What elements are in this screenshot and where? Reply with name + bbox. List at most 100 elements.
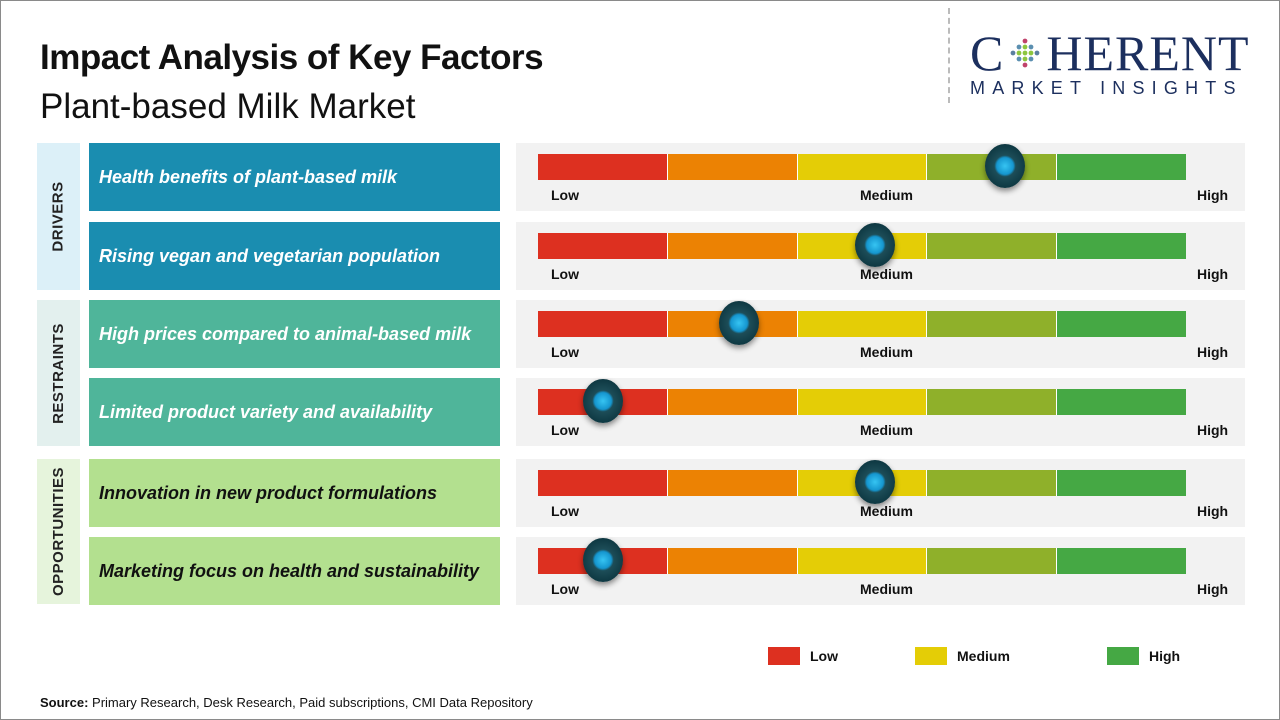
globe-dot (1022, 50, 1028, 56)
impact-marker (582, 538, 623, 582)
category-label: DRIVERS (50, 181, 67, 252)
legend-item: Low (768, 647, 838, 665)
gauge-segment (1057, 470, 1186, 496)
scale-label-high: High (1197, 503, 1229, 519)
impact-marker (582, 379, 623, 423)
page-subtitle: Plant-based Milk Market (40, 87, 416, 126)
factor-label: Innovation in new product formulations (89, 459, 500, 527)
category-restraints: RESTRAINTS (37, 300, 80, 446)
gauge-segment (927, 548, 1058, 574)
scale-label-high: High (1197, 266, 1229, 282)
globe-dot (1016, 50, 1022, 56)
gauge-segment (667, 154, 798, 180)
scale-label-low: Low (551, 503, 579, 519)
gauge-bar (538, 154, 1186, 180)
globe-dot (1016, 44, 1022, 50)
gauge-segment (667, 233, 798, 259)
gauge-segment (538, 233, 668, 259)
source-note: Source: Primary Research, Desk Research,… (40, 695, 533, 710)
category-drivers: DRIVERS (37, 143, 80, 290)
gauge-segment (1057, 233, 1186, 259)
source-text: Primary Research, Desk Research, Paid su… (88, 695, 533, 710)
legend-item: High (1107, 647, 1180, 665)
factor-label: Rising vegan and vegetarian population (89, 222, 500, 290)
legend-swatch (768, 647, 800, 665)
source-label: Source: (40, 695, 89, 710)
scale-label-high: High (1197, 422, 1229, 438)
gauge-segment (797, 311, 928, 337)
gauge-segment (1057, 311, 1186, 337)
globe-dot (1022, 62, 1028, 68)
scale-label-medium: Medium (860, 422, 913, 438)
gauge-segment (927, 311, 1058, 337)
globe-dot (1016, 56, 1022, 62)
gauge-segment (1057, 548, 1186, 574)
scale-label-medium: Medium (860, 503, 913, 519)
gauge-bar (538, 389, 1186, 415)
scale-label-medium: Medium (860, 266, 913, 282)
globe-dot (1022, 56, 1028, 62)
globe-dot (1022, 38, 1028, 44)
impact-gauge: Low Medium High (516, 537, 1245, 605)
gauge-segment (797, 154, 928, 180)
globe-dot (1028, 44, 1034, 50)
impact-marker (854, 460, 895, 504)
legend-label: Low (810, 648, 838, 664)
legend-item: Medium (915, 647, 1010, 665)
logo-subtitle: MARKET INSIGHTS (970, 78, 1243, 98)
gauge-segment (538, 470, 668, 496)
category-label: OPPORTUNITIES (50, 466, 68, 597)
factor-label: Health benefits of plant-based milk (89, 143, 500, 211)
globe-dot (1034, 50, 1040, 56)
impact-gauge: Low Medium High (516, 378, 1245, 446)
category-opportunities: OPPORTUNITIES (37, 459, 80, 604)
gauge-bar (538, 548, 1186, 574)
globe-dot (1028, 50, 1034, 56)
legend-label: High (1149, 648, 1181, 664)
scale-label-medium: Medium (860, 187, 913, 203)
gauge-segment (667, 548, 798, 574)
gauge-segment (667, 389, 798, 415)
category-label: RESTRAINTS (50, 322, 67, 424)
logo-letter: C (970, 25, 1005, 81)
gauge-segment (538, 154, 668, 180)
logo-word: HERENT (1046, 25, 1250, 81)
gauge-segment (538, 311, 668, 337)
gauge-bar (538, 233, 1186, 259)
scale-label-low: Low (551, 187, 579, 203)
impact-gauge: Low Medium High (516, 300, 1245, 368)
gauge-segment (797, 389, 928, 415)
gauge-segment (927, 233, 1058, 259)
gauge-segment (797, 548, 928, 574)
globe-dot (1022, 44, 1028, 50)
scale-label-high: High (1197, 344, 1229, 360)
gauge-segment (927, 470, 1058, 496)
logo: C HERENT MARKET INSIGHTS (970, 25, 1260, 99)
scale-label-high: High (1197, 581, 1229, 597)
gauge-segment (1057, 154, 1186, 180)
gauge-segment (667, 470, 798, 496)
legend-label: Medium (957, 648, 1010, 664)
factor-label: Limited product variety and availability (89, 378, 500, 446)
scale-label-low: Low (551, 266, 579, 282)
gauge-segment (1057, 389, 1186, 415)
legend-swatch (915, 647, 947, 665)
scale-label-low: Low (551, 422, 579, 438)
scale-label-high: High (1197, 187, 1229, 203)
gauge-segment (927, 389, 1058, 415)
scale-label-medium: Medium (860, 344, 913, 360)
divider (948, 8, 950, 103)
impact-gauge: Low Medium High (516, 459, 1245, 527)
impact-marker (718, 301, 759, 345)
page-title: Impact Analysis of Key Factors (40, 38, 544, 77)
impact-marker (854, 223, 895, 267)
gauge-bar (538, 311, 1186, 337)
factor-label: Marketing focus on health and sustainabi… (89, 537, 500, 605)
scale-label-low: Low (551, 344, 579, 360)
factor-label: High prices compared to animal-based mil… (89, 300, 500, 368)
legend-swatch (1107, 647, 1139, 665)
scale-label-low: Low (551, 581, 579, 597)
globe-dot (1010, 50, 1016, 56)
impact-marker (984, 144, 1025, 188)
impact-gauge: Low Medium High (516, 222, 1245, 290)
